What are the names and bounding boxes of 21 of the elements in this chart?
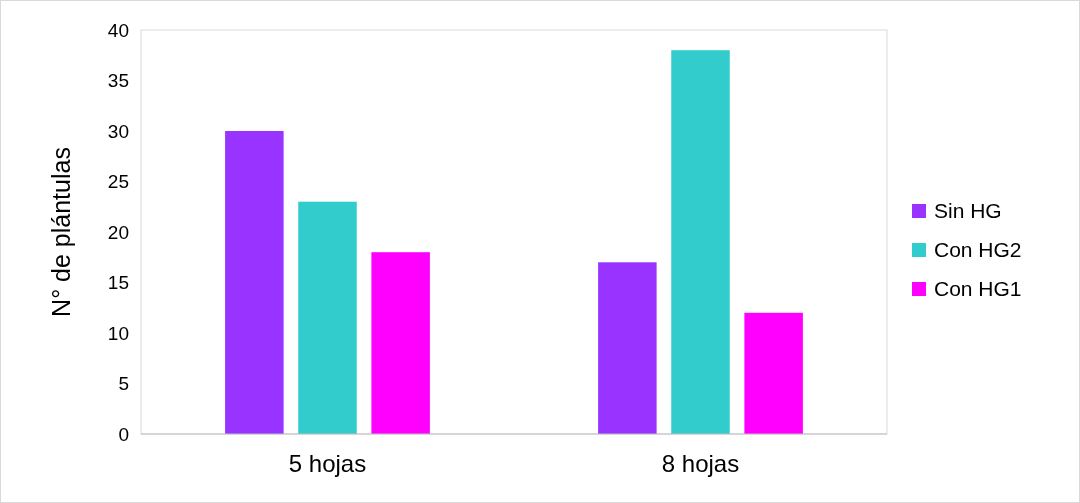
bar: [298, 201, 357, 434]
y-axis-title: N° de plántulas: [47, 147, 75, 317]
y-tick-label: 40: [107, 19, 129, 41]
y-tick-label: 20: [107, 221, 129, 243]
y-tick-label: 25: [107, 171, 129, 193]
x-tick-label: 8 hojas: [661, 450, 740, 477]
bar: [598, 262, 657, 434]
y-tick-label: 5: [118, 373, 129, 395]
bar: [744, 312, 803, 434]
bar: [671, 50, 730, 434]
legend-label: Con HG2: [934, 238, 1022, 262]
y-tick-label: 10: [107, 322, 129, 344]
legend-label: Sin HG: [934, 199, 1002, 223]
bar: [371, 252, 430, 434]
y-tick-label: 30: [107, 120, 129, 142]
x-tick-label: 5 hojas: [288, 450, 367, 477]
y-tick-label: 15: [107, 272, 129, 294]
bar: [225, 131, 284, 434]
y-tick-label: 0: [118, 423, 129, 445]
legend-label: Con HG1: [934, 277, 1022, 301]
y-tick-label: 35: [107, 70, 129, 92]
